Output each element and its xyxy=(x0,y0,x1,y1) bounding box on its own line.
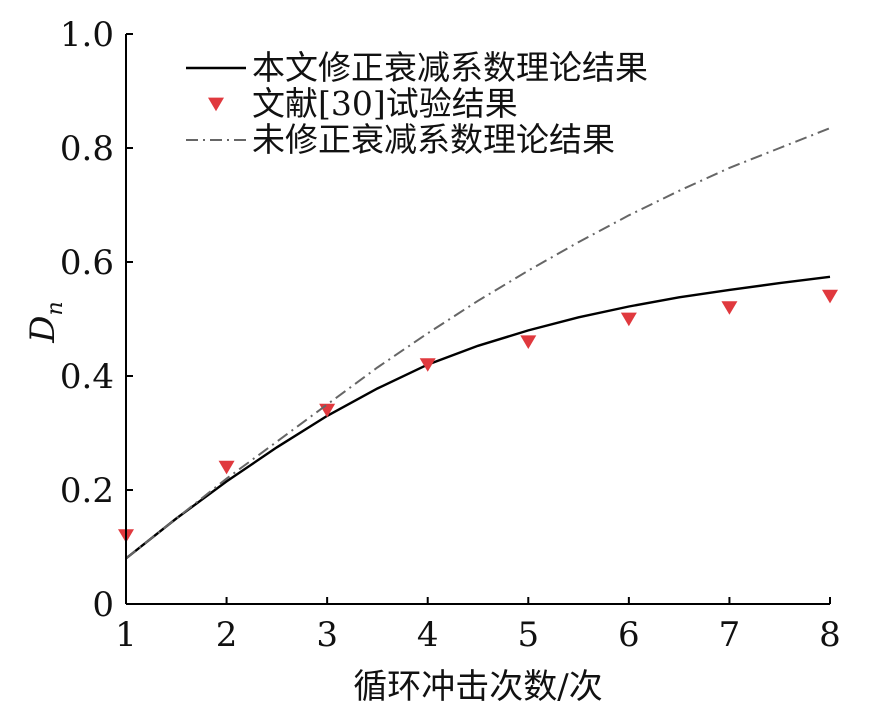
x-tick-label: 6 xyxy=(618,615,640,655)
y-tick-label: 0.6 xyxy=(60,243,114,283)
x-tick-label: 2 xyxy=(216,615,238,655)
series-line-0 xyxy=(125,275,831,560)
data-point xyxy=(419,358,436,372)
series-layer xyxy=(118,127,838,560)
x-tick-label: 4 xyxy=(417,615,439,655)
axes xyxy=(125,34,830,605)
y-tick-label: 0.8 xyxy=(60,129,114,169)
legend-label: 未修正衰减系数理论结果 xyxy=(252,120,615,159)
y-tick-label: 0 xyxy=(92,585,114,625)
series-line-2 xyxy=(125,127,831,560)
x-axis-title: 循环冲击次数/次 xyxy=(353,667,602,706)
y-axis-title-main: D xyxy=(23,315,63,343)
y-tick-label: 0.4 xyxy=(60,357,114,397)
y-axis-title: Dn xyxy=(23,301,68,343)
x-tick-label: 1 xyxy=(115,615,137,655)
data-point xyxy=(822,289,838,304)
data-point xyxy=(721,301,738,315)
legend-label: 文献[30]试验结果 xyxy=(252,84,518,123)
legend-label: 本文修正衰减系数理论结果 xyxy=(252,48,648,87)
data-point xyxy=(520,335,537,349)
ticks: 1 2 3 4 5 6 7 8 0 0.2 0.4 0.6 0.8 1.0 xyxy=(60,15,841,655)
data-point xyxy=(218,460,235,475)
legend-swatch-1 xyxy=(208,97,224,112)
y-axis-title-sub: n xyxy=(43,301,68,315)
svg-text:Dn: Dn xyxy=(23,301,68,343)
y-tick-label: 1.0 xyxy=(60,15,114,55)
y-tick-label: 0.2 xyxy=(60,471,114,511)
x-tick-label: 8 xyxy=(819,615,841,655)
data-point xyxy=(620,312,637,327)
x-tick-label: 5 xyxy=(517,615,539,655)
x-tick-label: 7 xyxy=(719,615,741,655)
x-tick-label: 3 xyxy=(316,615,338,655)
data-point xyxy=(319,403,336,418)
